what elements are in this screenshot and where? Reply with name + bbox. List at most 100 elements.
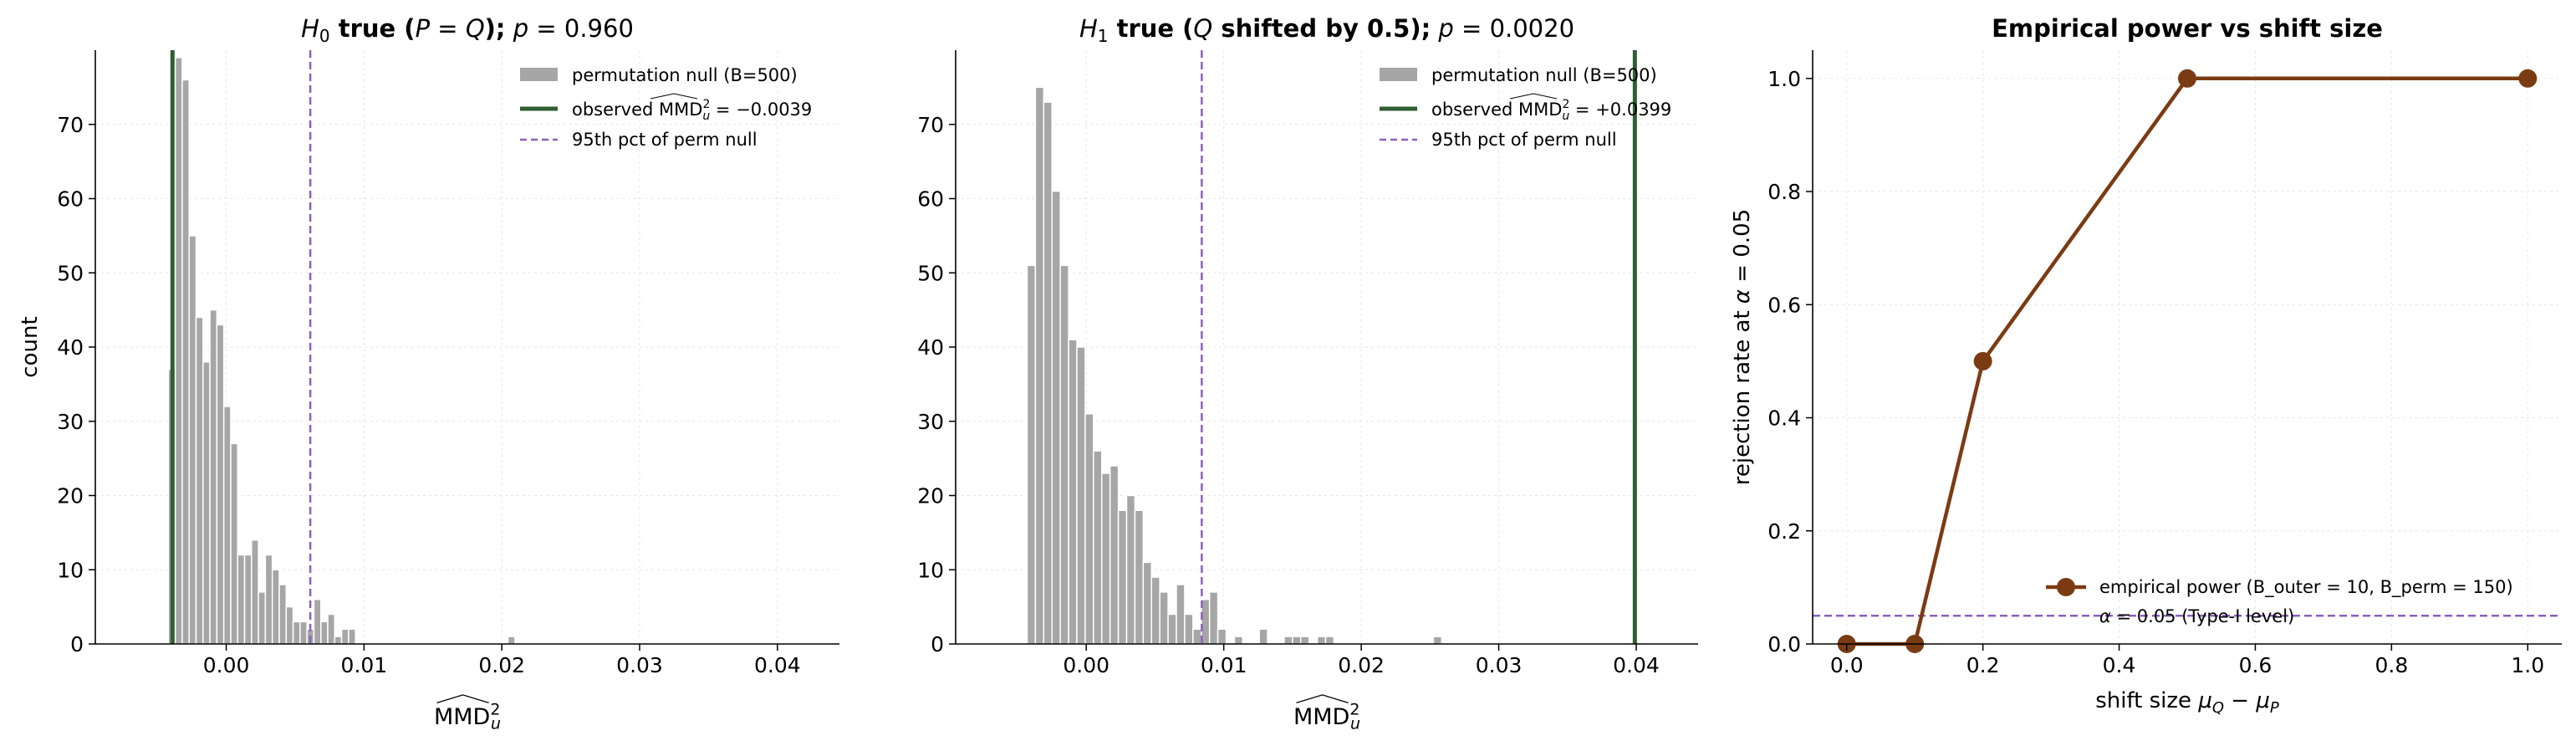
axes-2: 0.00 0.01 0.02 0.03 0.04 0 10 20 30 40 50 60 70 MMD2 u… [917,14,1698,733]
x-axis-label: MMD2 u [434,694,501,733]
histogram-bar [1324,636,1335,645]
axes-3: 0.0 0.2 0.4 0.6 0.8 1.0 0.0 0.2 0.4 0.6 0.8 1.0 shif… [1730,14,2562,717]
y-tick-label: 0.8 [1767,180,1801,204]
histogram-bar [243,554,252,645]
histogram-bar [507,636,516,645]
legend-power-label: empirical power (B_outer = 10, B_perm = … [2099,577,2513,598]
y-tick-label: 0.2 [1767,519,1801,544]
histogram-bar [1283,636,1293,645]
histogram-bar [1059,264,1069,645]
legend-null-label: permutation null (B=500) [1431,65,1657,85]
y-tick-label: 60 [57,187,84,212]
legend-pct-label: 95th pct of perm null [572,130,757,150]
histogram-bar [1043,101,1053,645]
histogram-bar [1217,628,1227,645]
y-tick-label: 10 [57,558,84,582]
chart-title: Empirical power vs shift size [1992,14,2383,43]
legend: permutation null (B=500) observed MMD2 u =… [1380,65,1671,150]
histogram-bar [319,621,329,645]
histogram-bar [230,442,239,645]
histogram-bar [1299,636,1310,645]
legend-hat [650,93,698,100]
histogram-bar [188,235,197,645]
legend-observed-label: observed MMD2 u = −0.0039 [572,98,812,123]
histogram-bar [1026,264,1037,645]
histogram-bar [1167,613,1177,645]
histogram-bar [1159,591,1169,645]
y-tick-label: 30 [57,410,84,434]
x-axis-label: shift size μQ − μP [2095,688,2279,717]
y-tick-label: 10 [917,558,944,582]
power-point [1973,351,1992,370]
histogram-bar [292,621,301,645]
histogram-bar [1142,561,1153,645]
histogram-bar [1208,591,1219,645]
y-tick-label: 0.6 [1767,293,1801,317]
histogram-bar [1184,613,1194,645]
histogram-bar [1125,494,1136,645]
histogram-bar [222,406,232,645]
axes-1: 0.00 0.01 0.02 0.03 0.04 0 10 20 30 40 50 60 70 MMD2 u… [18,14,839,733]
legend: permutation null (B=500) observed MMD2 u =… [520,65,812,150]
histogram-bar [340,628,349,645]
x-tick-label: 0.01 [1201,653,1247,677]
y-tick-label: 0.0 [1767,632,1801,657]
y-tick-label: 60 [917,187,944,212]
histogram-bar [1084,413,1094,645]
y-tick-label: 1.0 [1767,67,1801,91]
x-tick-label: 0.0 [1830,653,1864,677]
legend-alpha-label: α = 0.05 (Type-I level) [2099,606,2294,626]
histogram-bar [1101,473,1111,645]
x-tick-label: 0.04 [754,653,801,677]
legend-null-swatch [520,68,558,81]
x-axis-label: MMD2 u [1293,694,1360,733]
x-tick-label: 0.6 [2239,653,2272,677]
histogram-bar [202,361,211,645]
legend: empirical power (B_outer = 10, B_perm = … [2046,577,2513,626]
x-tick-label: 0.00 [1063,653,1109,677]
y-tick-label: 0 [70,632,84,657]
histogram-bar [278,584,288,645]
y-tick-label: 30 [917,410,944,434]
histogram-bar [334,636,343,645]
histogram-bar [1150,576,1160,645]
histogram-bar [1117,509,1128,645]
histogram-bar [285,605,294,645]
histogram-bar [209,309,218,645]
y-tick-label: 40 [917,335,944,360]
power-line [1846,76,2528,646]
y-tick-label: 20 [57,484,84,508]
histogram-bar [1233,636,1244,645]
histogram-bar [174,57,183,645]
x-tick-label: 0.02 [478,653,525,677]
y-tick-label: 50 [917,261,944,285]
histogram-bar [313,599,322,645]
histogram-bar [264,554,273,645]
chart-title: H0 true (P = Q); p = 0.960 [301,14,634,46]
histogram-bar [271,569,280,645]
histogram-bar [216,324,225,645]
y-tick-label: 20 [917,484,944,508]
histogram-bar [1292,636,1302,645]
histogram-bar [181,79,190,645]
power-point [2178,69,2196,88]
histogram-bar [1258,628,1268,645]
y-tick-label: 70 [57,113,84,137]
histogram-bar [237,554,246,645]
legend-hat [1509,93,1558,100]
y-tick-label: 0.4 [1767,406,1801,431]
y-tick-label: 70 [917,113,944,137]
y-axis-label: count [18,316,43,377]
histogram-bar [327,613,336,645]
y-tick-label: 0 [931,632,944,657]
histogram-bar [1192,628,1202,645]
histogram-bar [1109,465,1120,645]
x-tick-label: 0.03 [1476,653,1523,677]
x-tick-label: 0.02 [1338,653,1385,677]
histogram-bar [251,539,259,645]
histogram-bar [258,591,267,645]
y-tick-label: 50 [57,261,84,285]
y-axis-label: rejection rate at α = 0.05 [1730,209,1755,486]
histogram-bar [1076,346,1086,645]
